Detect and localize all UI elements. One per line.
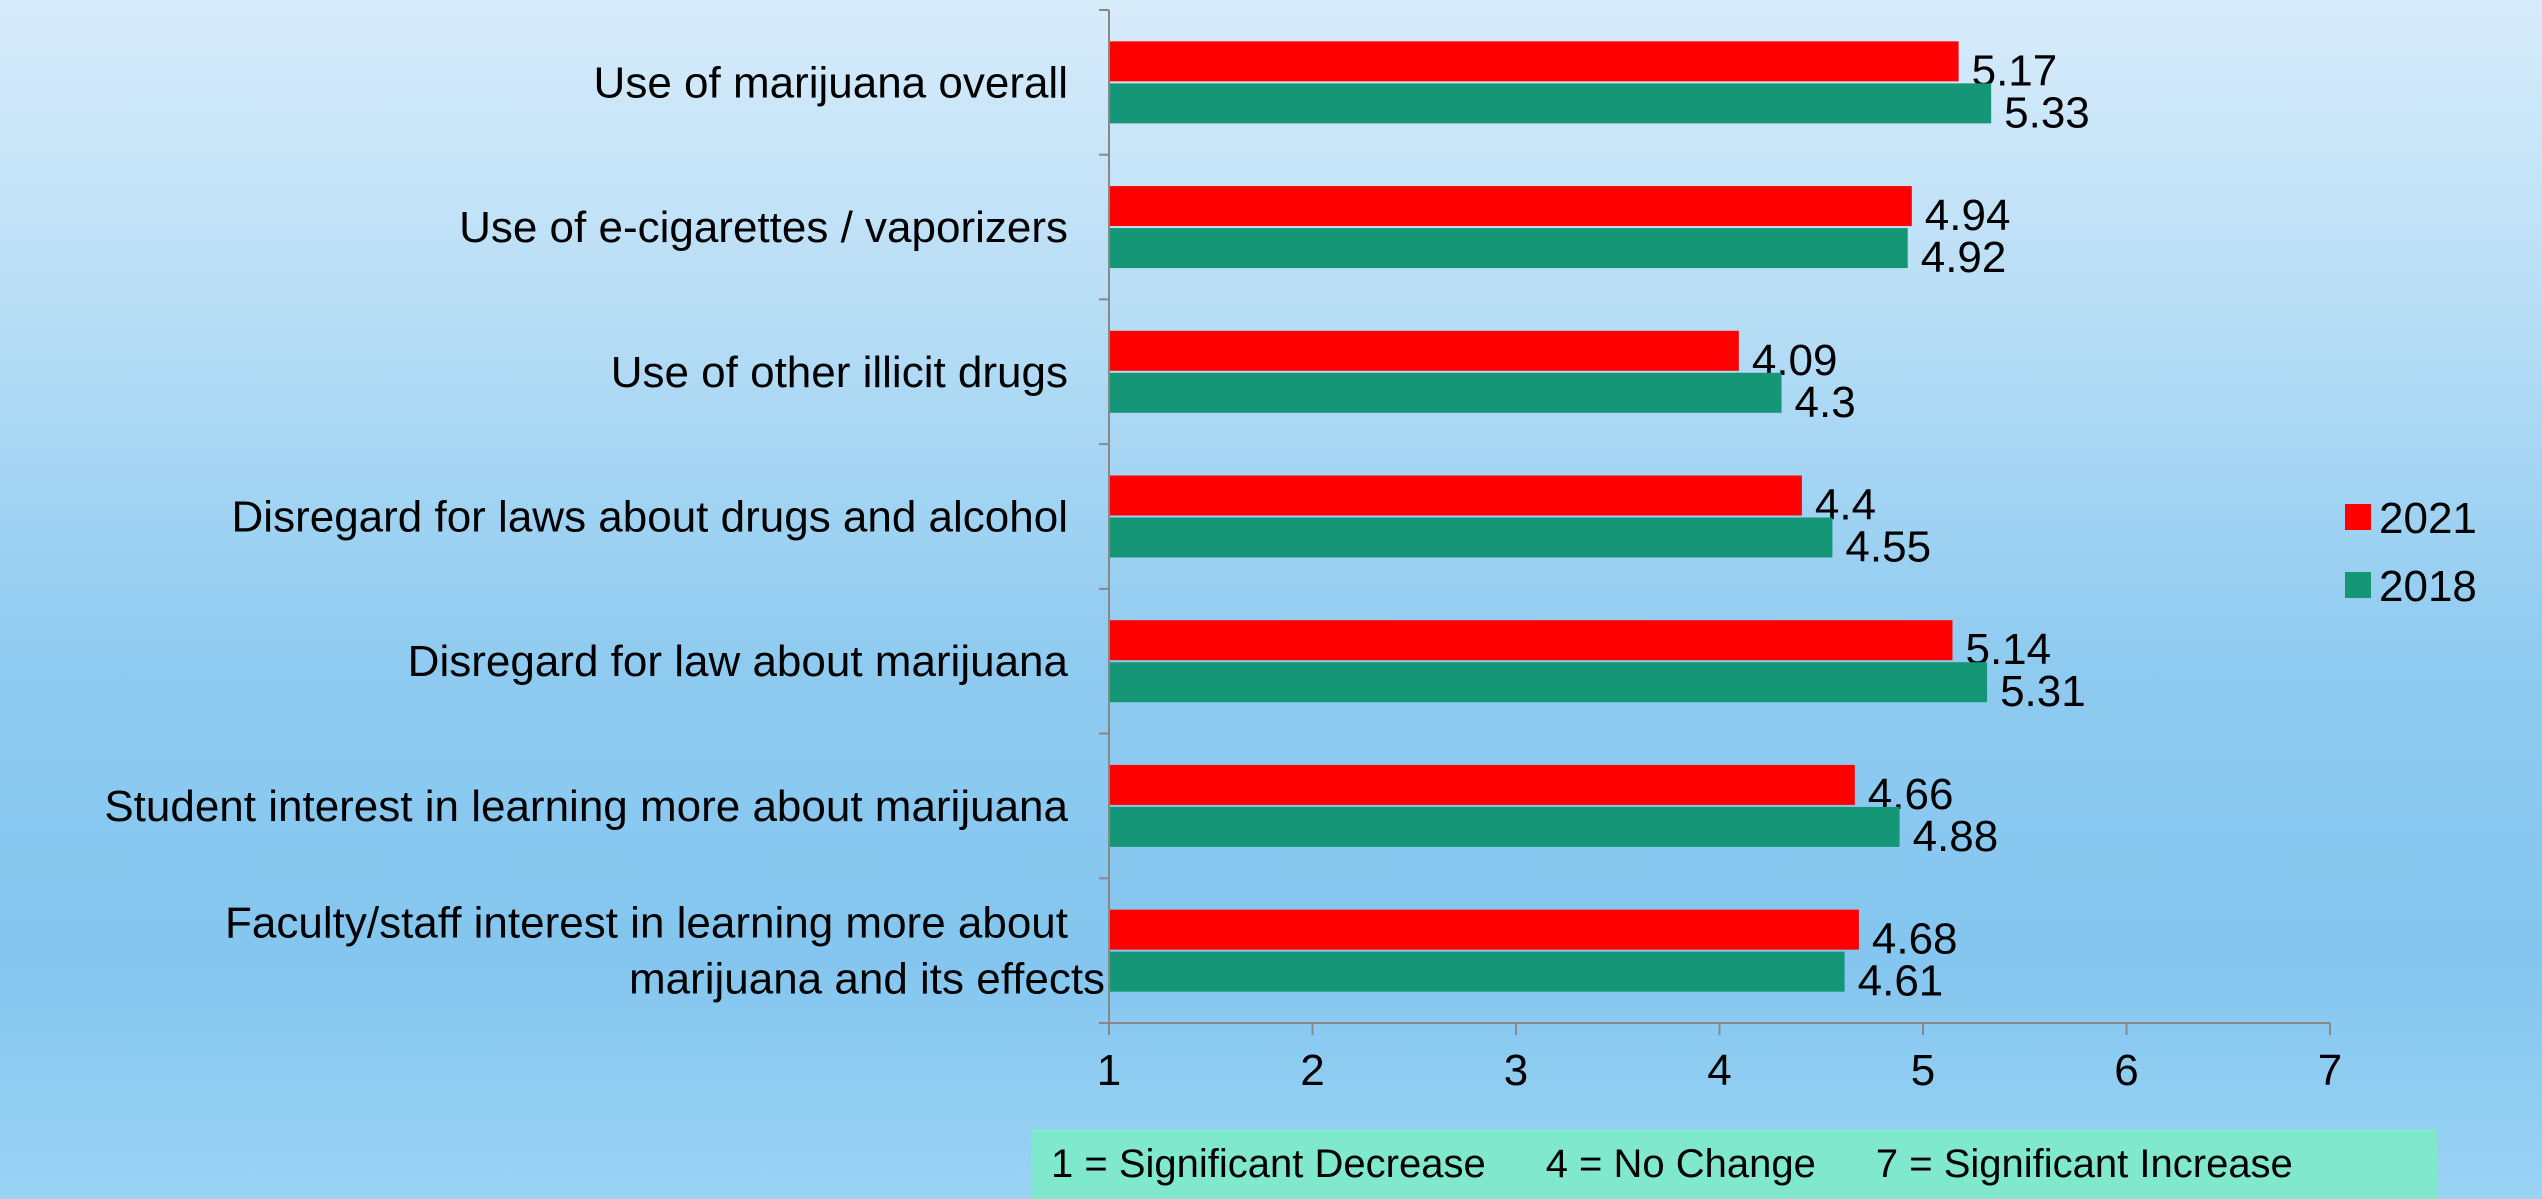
scale-legend-note: 1 = Significant Decrease 4 = No Change 7 =… xyxy=(1031,1129,2437,1199)
x-tick-label: 1 xyxy=(1097,1046,1121,1095)
data-label-2021: 4.94 xyxy=(1925,191,2011,240)
category-label: Use of e-cigarettes / vaporizers xyxy=(459,203,1068,252)
scale-no-change-text: 4 = No Change xyxy=(1545,1141,1816,1186)
x-tick-label: 2 xyxy=(1300,1046,1324,1095)
category-label: Use of marijuana overall xyxy=(594,58,1068,107)
x-tick-label: 4 xyxy=(1707,1046,1731,1095)
scale-increase-text: 7 = Significant Increase xyxy=(1875,1141,2293,1186)
category-label: Student interest in learning more about … xyxy=(104,782,1068,831)
category-label: marijuana and its effects xyxy=(629,955,1105,1004)
bar-2021 xyxy=(1110,475,1802,516)
bar-2021 xyxy=(1110,186,1912,227)
category-label: Disregard for laws about drugs and alcoh… xyxy=(232,493,1068,542)
bar-2018 xyxy=(1110,806,1900,847)
data-label-2018: 4.92 xyxy=(1921,233,2007,282)
bar-2021 xyxy=(1110,330,1739,371)
bar-2018 xyxy=(1110,951,1845,992)
bar-2021 xyxy=(1110,764,1855,805)
x-tick-label: 6 xyxy=(2114,1046,2138,1095)
legend-swatch-2018 xyxy=(2345,572,2371,598)
data-label-2018: 4.61 xyxy=(1858,957,1944,1006)
data-label-2018: 4.3 xyxy=(1795,378,1856,427)
bar-2018 xyxy=(1110,662,1988,703)
scale-decrease-text: 1 = Significant Decrease xyxy=(1051,1141,1486,1186)
data-label-2018: 5.31 xyxy=(2000,667,2086,716)
category-label: Use of other illicit drugs xyxy=(611,348,1068,397)
data-label-2021: 4.68 xyxy=(1872,915,1958,964)
bar-2021 xyxy=(1110,909,1859,950)
x-tick-label: 5 xyxy=(1911,1046,1935,1095)
legend-swatch-2021 xyxy=(2345,504,2371,530)
x-tick-label: 7 xyxy=(2318,1046,2342,1095)
bar-2021 xyxy=(1110,620,1953,661)
data-label-2018: 4.88 xyxy=(1913,812,1999,861)
bar-2021 xyxy=(1110,41,1959,82)
legend-label-2021: 2021 xyxy=(2379,494,2477,543)
bar-2018 xyxy=(1110,83,1992,124)
bar-2018 xyxy=(1110,372,1782,413)
data-label-2018: 5.33 xyxy=(2004,88,2090,137)
data-label-2018: 4.55 xyxy=(1845,523,1931,572)
legend-label-2018: 2018 xyxy=(2379,562,2477,611)
category-label: Disregard for law about marijuana xyxy=(408,637,1069,686)
category-label: Faculty/staff interest in learning more … xyxy=(225,899,1068,948)
bar-2018 xyxy=(1110,517,1833,558)
bar-2018 xyxy=(1110,228,1908,269)
x-tick-label: 3 xyxy=(1504,1046,1528,1095)
